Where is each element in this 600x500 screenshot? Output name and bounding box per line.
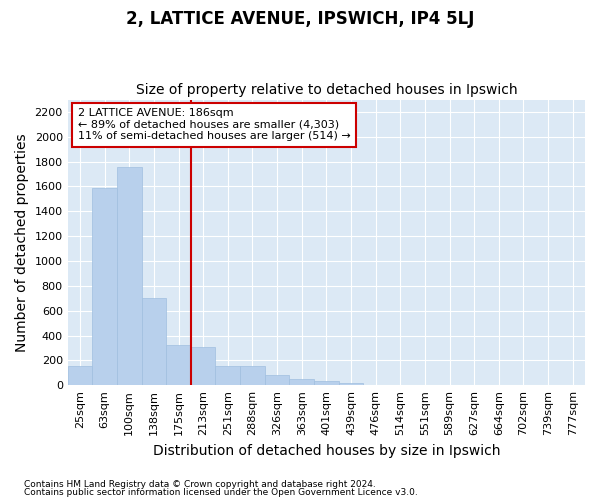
- Title: Size of property relative to detached houses in Ipswich: Size of property relative to detached ho…: [136, 83, 517, 97]
- Y-axis label: Number of detached properties: Number of detached properties: [15, 133, 29, 352]
- Text: Contains HM Land Registry data © Crown copyright and database right 2024.: Contains HM Land Registry data © Crown c…: [24, 480, 376, 489]
- Bar: [289, 379, 314, 385]
- Text: Contains public sector information licensed under the Open Government Licence v3: Contains public sector information licen…: [24, 488, 418, 497]
- Bar: [191, 346, 215, 385]
- Bar: [117, 166, 142, 385]
- Text: 2 LATTICE AVENUE: 186sqm
← 89% of detached houses are smaller (4,303)
11% of sem: 2 LATTICE AVENUE: 186sqm ← 89% of detach…: [78, 108, 351, 142]
- Bar: [240, 366, 265, 385]
- Bar: [92, 188, 117, 385]
- Text: 2, LATTICE AVENUE, IPSWICH, IP4 5LJ: 2, LATTICE AVENUE, IPSWICH, IP4 5LJ: [126, 10, 474, 28]
- X-axis label: Distribution of detached houses by size in Ipswich: Distribution of detached houses by size …: [152, 444, 500, 458]
- Bar: [166, 346, 191, 385]
- Bar: [314, 382, 338, 385]
- Bar: [265, 374, 289, 385]
- Bar: [68, 366, 92, 385]
- Bar: [338, 382, 363, 385]
- Bar: [142, 298, 166, 385]
- Bar: [215, 366, 240, 385]
